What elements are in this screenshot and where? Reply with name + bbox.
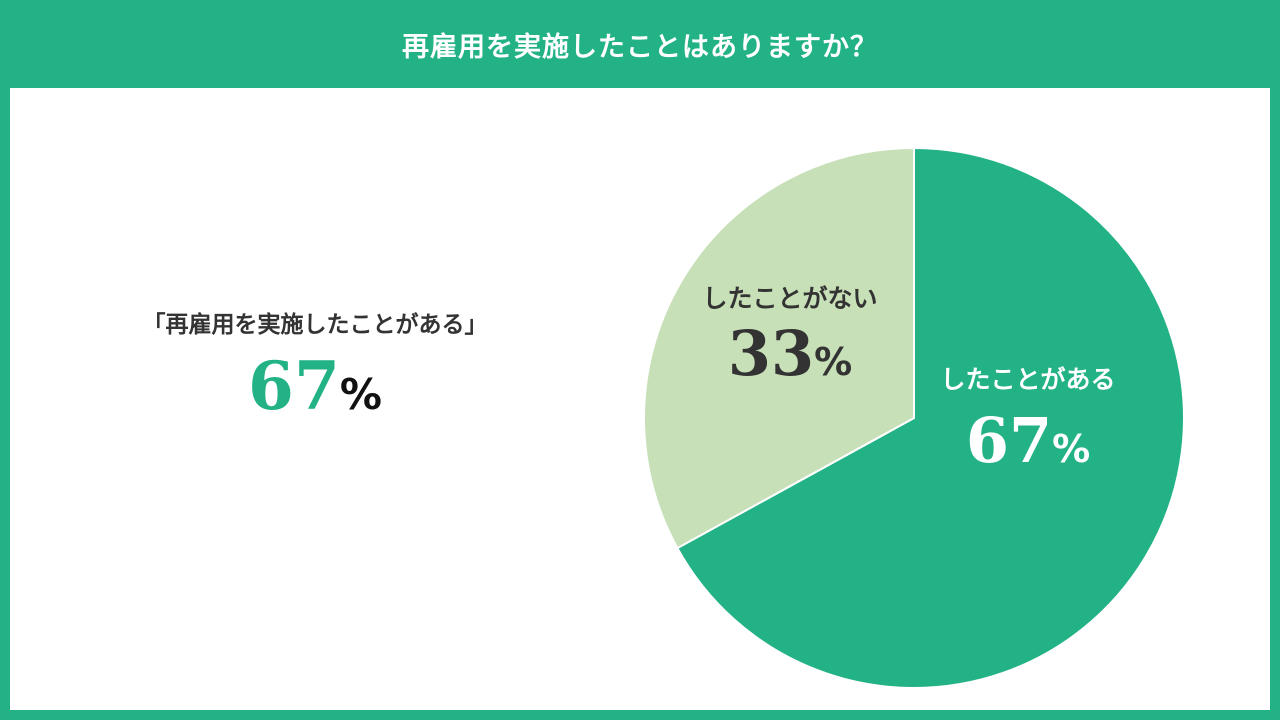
summary-label: 「再雇用を実施したことがある」 <box>142 312 488 338</box>
slice-label-2: したことがない <box>702 284 877 313</box>
summary-value: 67% <box>110 347 520 425</box>
summary-number: 67 <box>248 347 340 425</box>
slice-value-2: 33% <box>728 317 852 390</box>
slice-value-1: 67% <box>966 404 1090 477</box>
page-title: 再雇用を実施したことはありますか？ <box>0 0 1280 88</box>
slice-label-1: したことがある <box>940 365 1115 394</box>
summary-unit: % <box>339 370 382 419</box>
summary-panel: 「再雇用を実施したことがある」 67% <box>110 305 520 425</box>
pie-slice-2 <box>643 146 915 550</box>
pie-slice-1 <box>676 146 1185 689</box>
page-title-text: 再雇用を実施したことはありますか？ <box>402 31 878 63</box>
